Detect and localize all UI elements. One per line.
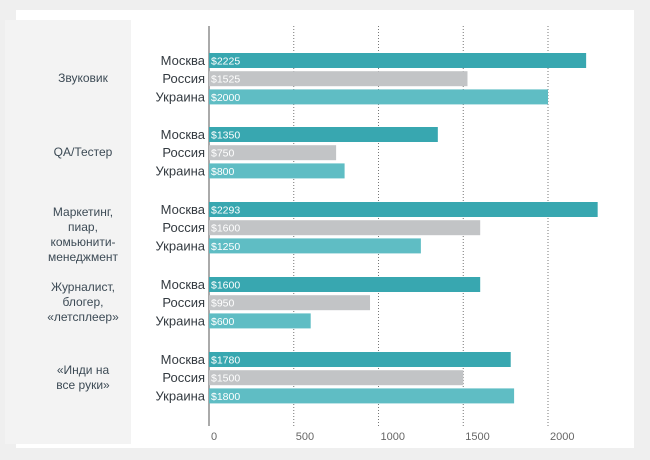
bar (209, 295, 371, 311)
bar (209, 220, 481, 236)
x-tick-label: 0 (211, 431, 217, 443)
bar-value-label: $1800 (211, 391, 240, 403)
bar-value-label: $2000 (211, 92, 240, 104)
bar (209, 313, 311, 329)
series-label: Россия (162, 295, 205, 310)
bar-value-label: $1600 (211, 223, 240, 235)
x-tick-label: 1500 (465, 431, 489, 443)
series-label: Москва (161, 202, 206, 217)
bar-value-label: $600 (211, 316, 235, 328)
bar (209, 163, 345, 179)
bar (209, 89, 548, 105)
series-label: Россия (162, 370, 205, 385)
bar (209, 388, 515, 404)
series-label: Москва (161, 277, 206, 292)
bar-value-label: $800 (211, 166, 235, 178)
bar (209, 370, 464, 386)
bar (209, 127, 438, 142)
category-label: Журналист, блогер, «летсплеер» (47, 280, 119, 325)
category-label: QA/Тестер (53, 145, 113, 160)
category-label: Маркетинг, пиар, комьюнити-менеджмент (47, 205, 119, 265)
series-label: Россия (162, 220, 205, 235)
series-label: Россия (162, 71, 205, 86)
category-label: «Инди на все руки» (56, 362, 110, 392)
bar (209, 202, 598, 217)
series-label: Украина (156, 238, 206, 253)
series-label: Москва (161, 53, 206, 68)
category-label: Звуковик (58, 71, 108, 86)
bar-value-label: $1250 (211, 241, 240, 253)
series-label: Украина (156, 313, 206, 328)
x-tick-label: 500 (296, 431, 314, 443)
bar-value-label: $1780 (211, 355, 240, 367)
series-label: Россия (162, 145, 205, 160)
bar (209, 71, 468, 87)
bar (209, 145, 337, 161)
bar-value-label: $2293 (211, 205, 240, 217)
bar-value-label: $750 (211, 148, 235, 160)
series-label: Москва (161, 352, 206, 367)
series-label: Москва (161, 127, 206, 142)
bar-value-label: $950 (211, 298, 235, 310)
bar (209, 238, 421, 254)
bar-value-label: $1350 (211, 130, 240, 142)
bar (209, 352, 511, 367)
bar (209, 53, 587, 68)
bar-value-label: $1600 (211, 280, 240, 292)
series-label: Украина (156, 89, 206, 104)
series-label: Украина (156, 163, 206, 178)
bar-value-label: $1500 (211, 373, 240, 385)
category-band (5, 20, 131, 444)
series-label: Украина (156, 388, 206, 403)
x-tick-label: 1000 (381, 431, 405, 443)
bar-value-label: $1525 (211, 74, 240, 86)
bar (209, 277, 481, 292)
bar-value-label: $2225 (211, 56, 240, 68)
x-tick-label: 2000 (550, 431, 574, 443)
